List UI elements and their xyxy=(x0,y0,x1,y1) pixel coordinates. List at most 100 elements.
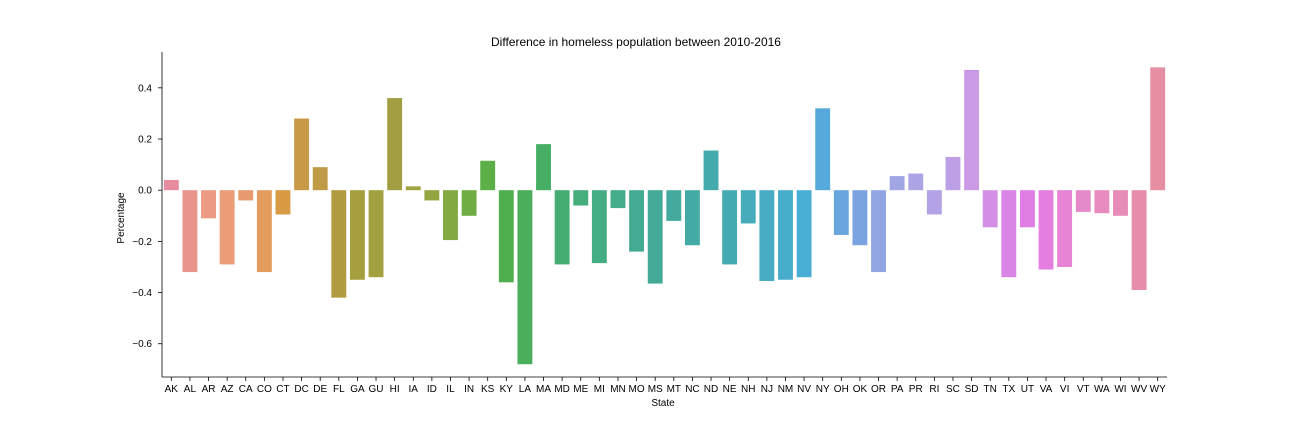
x-tick-label-al: AL xyxy=(184,384,197,395)
bar-ak xyxy=(163,179,179,191)
bar-mn xyxy=(610,190,626,209)
bar-ma xyxy=(536,144,551,191)
x-tick-label-gu: GU xyxy=(369,384,384,395)
bar-dc xyxy=(294,118,310,191)
bar-ri xyxy=(926,190,942,215)
y-tick-label: 0.2 xyxy=(138,135,152,146)
x-tick-label-nh: NH xyxy=(741,384,755,395)
x-tick-label-nd: ND xyxy=(704,384,718,395)
bar-in xyxy=(461,190,477,216)
x-tick-label-mn: MN xyxy=(610,384,626,395)
bar-oh xyxy=(833,190,849,235)
x-axis: AK AL AR AZ CA CO CT DC DE FL GA GU HI IA ID IL IN KS KY LA… xyxy=(162,376,1167,395)
bar-ms xyxy=(647,190,663,284)
x-tick-label-de: DE xyxy=(313,384,327,395)
bar-ok xyxy=(852,190,868,246)
x-tick-label-ct: CT xyxy=(276,384,289,395)
x-tick-label-ca: CA xyxy=(239,384,253,395)
bar-tx xyxy=(1001,190,1017,278)
bar-vi xyxy=(1057,190,1073,267)
x-tick-label-nv: NV xyxy=(797,384,811,395)
x-tick-label-sc: SC xyxy=(946,384,960,395)
bar-nc xyxy=(684,190,700,246)
bar-gu xyxy=(368,190,384,278)
bar-wi xyxy=(1113,190,1128,216)
bar-ia xyxy=(405,186,421,191)
x-tick-label-dc: DC xyxy=(294,384,308,395)
x-tick-label-pr: PR xyxy=(909,384,923,395)
x-tick-label-ma: MA xyxy=(536,384,551,395)
x-tick-label-ut: UT xyxy=(1021,384,1034,395)
bar-me xyxy=(573,190,589,206)
x-tick-label-ga: GA xyxy=(350,384,365,395)
x-tick-label-mt: MT xyxy=(667,384,681,395)
bar-la xyxy=(517,190,533,365)
bar-il xyxy=(443,190,458,241)
x-tick-label-in: IN xyxy=(464,384,474,395)
x-tick-label-fl: FL xyxy=(333,384,345,395)
x-tick-label-ms: MS xyxy=(648,384,663,395)
bar-nm xyxy=(778,190,793,280)
bar-pa xyxy=(889,176,905,191)
bar-mo xyxy=(629,190,645,252)
bar-ks xyxy=(480,160,496,191)
bar-al xyxy=(182,190,198,273)
x-tick-label-il: IL xyxy=(446,384,455,395)
x-tick-label-la: LA xyxy=(519,384,532,395)
bar-ar xyxy=(201,190,216,219)
x-tick-label-me: ME xyxy=(573,384,588,395)
bar-wy xyxy=(1150,67,1166,191)
x-tick-label-sd: SD xyxy=(965,384,979,395)
x-tick-label-vi: VI xyxy=(1060,384,1069,395)
bar-wa xyxy=(1094,190,1110,214)
bar-co xyxy=(256,190,272,273)
bar-ga xyxy=(349,190,365,280)
bar-pr xyxy=(908,173,924,191)
x-tick-label-pa: PA xyxy=(891,384,904,395)
chart-title: Difference in homeless population betwee… xyxy=(491,35,781,49)
y-axis: −0.6 −0.4 −0.2 0.0 0.2 0.4 xyxy=(132,52,163,377)
x-tick-label-hi: HI xyxy=(390,384,400,395)
bar-va xyxy=(1038,190,1054,270)
x-tick-label-nm: NM xyxy=(778,384,794,395)
bar-fl xyxy=(331,190,347,298)
y-tick-label: −0.4 xyxy=(132,288,152,299)
bar-nv xyxy=(796,190,812,278)
x-tick-label-tn: TN xyxy=(984,384,997,395)
x-tick-label-mi: MI xyxy=(594,384,605,395)
bar-ky xyxy=(498,190,514,283)
bar-or xyxy=(871,190,886,273)
y-axis-label: Percentage xyxy=(116,192,127,244)
bar-ca xyxy=(238,190,254,201)
x-tick-label-va: VA xyxy=(1040,384,1053,395)
bar-nd xyxy=(703,150,719,191)
x-tick-label-wv: WV xyxy=(1131,384,1147,395)
bar-sd xyxy=(964,69,980,191)
x-tick-label-or: OR xyxy=(871,384,886,395)
x-tick-label-wa: WA xyxy=(1094,384,1110,395)
bar-md xyxy=(554,190,570,265)
bar-nh xyxy=(740,190,756,224)
bar-vt xyxy=(1075,190,1091,212)
x-tick-label-mo: MO xyxy=(629,384,645,395)
x-tick-label-ok: OK xyxy=(853,384,868,395)
x-tick-label-id: ID xyxy=(427,384,437,395)
bar-ct xyxy=(275,190,291,215)
x-tick-label-co: CO xyxy=(257,384,272,395)
x-tick-label-ks: KS xyxy=(481,384,495,395)
x-tick-label-az: AZ xyxy=(221,384,234,395)
bar-de xyxy=(312,167,328,191)
bar-mi xyxy=(591,190,607,264)
bar-sc xyxy=(945,156,961,191)
bar-wv xyxy=(1131,190,1147,290)
x-tick-label-ia: IA xyxy=(409,384,419,395)
x-tick-label-ri: RI xyxy=(929,384,939,395)
bar-az xyxy=(219,190,235,265)
x-tick-label-ky: KY xyxy=(500,384,514,395)
x-tick-label-wy: WY xyxy=(1150,384,1166,395)
x-tick-label-nj: NJ xyxy=(761,384,773,395)
bar-id xyxy=(424,190,440,201)
x-tick-label-ny: NY xyxy=(816,384,830,395)
x-tick-label-tx: TX xyxy=(1002,384,1015,395)
